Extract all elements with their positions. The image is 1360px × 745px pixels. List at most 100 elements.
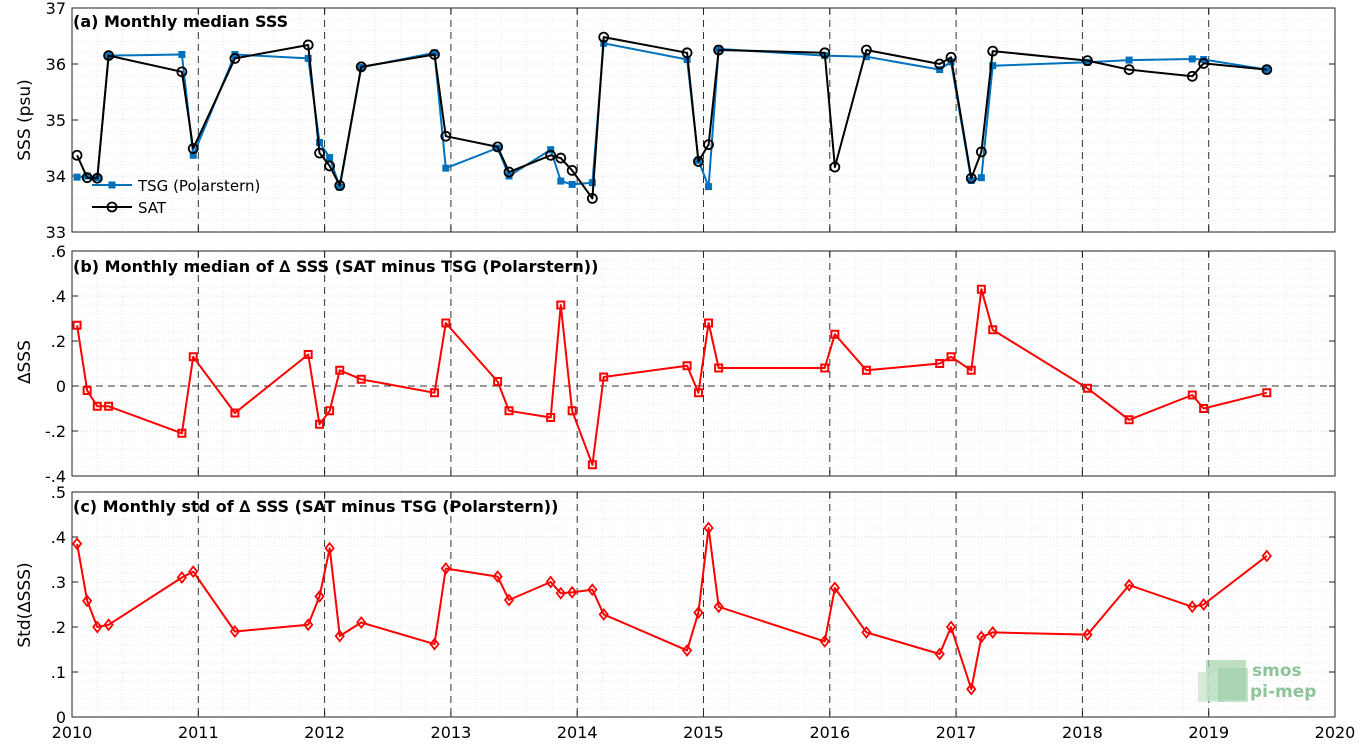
- y-tick-label: .2: [51, 618, 66, 637]
- data-point: [547, 146, 555, 154]
- data-point: [829, 161, 841, 173]
- x-tick-label: 2011: [178, 723, 219, 742]
- data-point: [987, 45, 999, 57]
- logo-text-smos: smos: [1252, 661, 1302, 681]
- y-tick-label: .3: [51, 573, 66, 592]
- data-point: [316, 138, 324, 146]
- legend-marker-sat: [106, 201, 118, 213]
- x-tick-label: 2020: [1315, 723, 1356, 742]
- x-tick-label: 2014: [557, 723, 598, 742]
- data-point: [862, 53, 870, 61]
- panel-1-grid-layer: -.4 -.2 0 .2 .4 .6: [45, 242, 1336, 486]
- data-point: [176, 66, 188, 78]
- panel-b-median-delta-sss: -.4 -.2 0 .2 .4 .6 ∆SSS (b) Monthly median of…: [15, 242, 1336, 486]
- data-point: [1124, 415, 1134, 425]
- series-line: [76, 288, 1268, 466]
- data-point: [334, 629, 345, 643]
- data-point: [599, 372, 609, 382]
- data-point: [705, 183, 713, 191]
- data-point: [1199, 404, 1209, 413]
- x-tick-label: 2017: [936, 723, 977, 742]
- data-point: [587, 583, 598, 597]
- data-point: [977, 174, 985, 182]
- data-point: [588, 179, 596, 187]
- y-tick-label: .6: [51, 242, 66, 261]
- data-point: [555, 586, 566, 600]
- data-point: [335, 365, 345, 375]
- logo-text-pi-mep: pi-mep: [1250, 682, 1316, 702]
- data-point: [934, 58, 946, 70]
- legend-label-sat: SAT: [138, 199, 167, 217]
- data-point: [303, 618, 314, 632]
- data-point: [429, 49, 440, 60]
- data-point: [82, 386, 92, 395]
- data-point: [819, 47, 831, 59]
- data-point: [946, 352, 956, 362]
- data-point: [861, 44, 872, 56]
- data-point: [681, 643, 693, 657]
- x-tick-label: 2013: [431, 723, 472, 742]
- smos-pi-mep-logo: smos pi-mep: [1198, 660, 1316, 702]
- data-point: [429, 388, 439, 398]
- data-point: [1125, 56, 1133, 64]
- data-point: [693, 606, 704, 620]
- data-point: [1198, 598, 1209, 611]
- y-tick-label: 0: [56, 377, 66, 396]
- data-point: [176, 571, 188, 584]
- data-point: [355, 61, 367, 73]
- data-point: [819, 634, 830, 648]
- data-point: [713, 44, 725, 56]
- panel-a-title: (a) Monthly median SSS: [73, 12, 288, 31]
- data-point: [556, 300, 566, 310]
- panel-b-ylabel: ∆SSS: [15, 340, 35, 385]
- data-point: [945, 51, 957, 63]
- data-point: [73, 173, 81, 181]
- data-point: [555, 152, 567, 164]
- legend-label-tsg: TSG (Polarstern): [137, 177, 260, 195]
- panel-c-ylabel: Std(∆SSS): [15, 562, 35, 647]
- data-point: [545, 149, 557, 161]
- y-tick-label: .2: [51, 332, 66, 351]
- data-point: [945, 620, 957, 634]
- data-point: [830, 329, 840, 339]
- data-point: [829, 581, 841, 595]
- data-point: [302, 39, 314, 51]
- data-point: [568, 180, 576, 188]
- data-point: [493, 377, 503, 386]
- data-point: [71, 537, 83, 551]
- data-point: [976, 630, 987, 644]
- data-point: [103, 50, 115, 61]
- data-point: [334, 180, 346, 191]
- data-point: [230, 408, 240, 418]
- data-point: [1198, 58, 1210, 69]
- panel-a-monthly-median-sss: 33 34 35 36 37 SSS (psu) (a) Monthly median …: [15, 0, 1336, 242]
- y-tick-label: 0: [56, 708, 66, 727]
- panel-b-title: (b) Monthly median of ∆ SSS (SAT minus T…: [73, 257, 598, 276]
- data-point: [304, 54, 312, 62]
- data-point: [1082, 628, 1093, 642]
- data-point: [92, 401, 102, 411]
- data-point: [177, 428, 187, 438]
- data-point: [71, 149, 83, 161]
- data-point: [546, 413, 556, 422]
- logo-block-3: [1218, 668, 1248, 702]
- y-tick-label: 34: [46, 167, 66, 186]
- series-delta-sss-1: [72, 284, 1272, 470]
- data-point: [1083, 58, 1091, 66]
- data-point: [1261, 549, 1272, 563]
- y-tick-label: .5: [51, 483, 66, 502]
- data-point: [681, 47, 693, 59]
- data-point: [965, 172, 977, 184]
- data-point: [314, 147, 325, 159]
- data-point: [989, 62, 997, 70]
- data-point: [693, 156, 704, 167]
- data-point: [703, 521, 714, 535]
- x-tick-label: 2019: [1188, 723, 1229, 742]
- data-point: [586, 192, 598, 204]
- data-point: [325, 406, 335, 416]
- data-point: [187, 143, 199, 154]
- data-point: [714, 363, 724, 373]
- data-point: [682, 361, 692, 371]
- y-tick-label: 36: [46, 55, 66, 74]
